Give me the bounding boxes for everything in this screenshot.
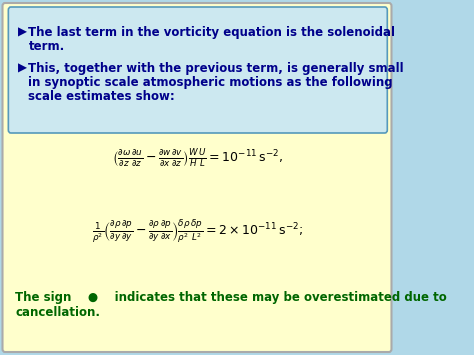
FancyBboxPatch shape [9, 7, 387, 133]
FancyBboxPatch shape [2, 3, 392, 352]
Text: term.: term. [28, 40, 64, 53]
Text: The last term in the vorticity equation is the solenoidal: The last term in the vorticity equation … [28, 26, 395, 39]
Text: scale estimates show:: scale estimates show: [28, 90, 175, 103]
Text: The sign    ●    indicates that these may be overestimated due to: The sign ● indicates that these may be o… [15, 291, 447, 304]
Text: ▶: ▶ [18, 26, 27, 39]
Text: ▶: ▶ [18, 62, 27, 75]
Text: This, together with the previous term, is generally small: This, together with the previous term, i… [28, 62, 404, 75]
Text: $\left(\frac{\partial\omega}{\partial z}\frac{\partial u}{\partial z} - \frac{\p: $\left(\frac{\partial\omega}{\partial z}… [112, 147, 283, 169]
Text: $\frac{1}{\rho^2}\left(\frac{\partial\rho}{\partial y}\frac{\partial p}{\partial: $\frac{1}{\rho^2}\left(\frac{\partial\rh… [92, 218, 303, 246]
Text: in synoptic scale atmospheric motions as the following: in synoptic scale atmospheric motions as… [28, 76, 393, 89]
Text: cancellation.: cancellation. [15, 306, 100, 319]
